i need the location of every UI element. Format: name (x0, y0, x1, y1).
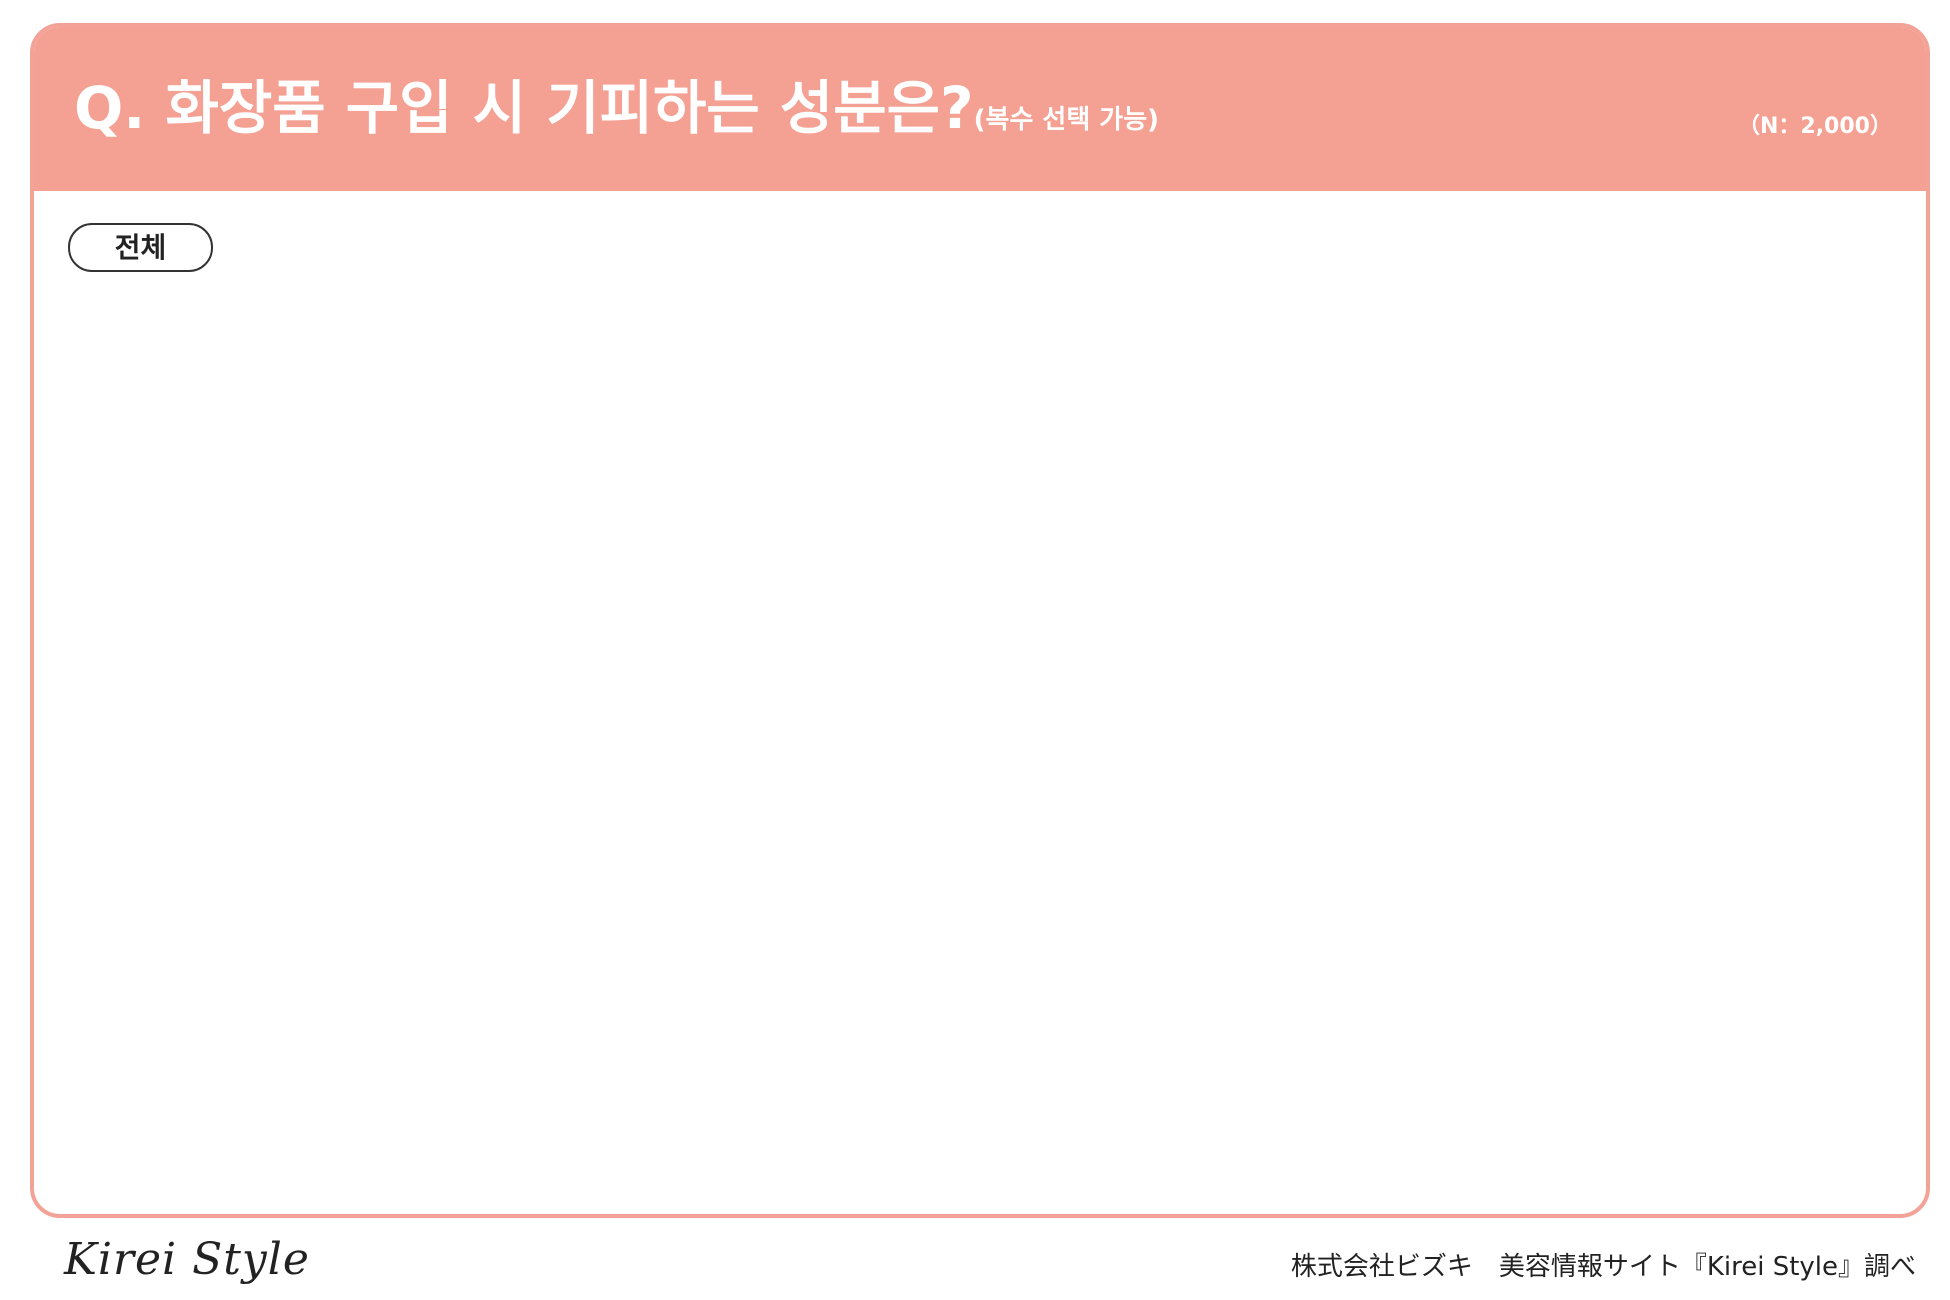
chart-title-main: Q. 화장품 구입 시 기피하는 성분은? (74, 74, 974, 142)
header-banner: Q. 화장품 구입 시 기피하는 성분은?(복수 선택 가능) （N：2,000… (34, 27, 1926, 191)
footer-credit: 株式会社ビズキ 美容情報サイト『Kirei Style』調べ (1290, 1252, 1916, 1282)
sample-size-label: （N：2,000） (1737, 114, 1892, 139)
chart-card: Q. 화장품 구입 시 기피하는 성분은?(복수 선택 가능) （N：2,000… (30, 23, 1930, 1218)
chart-title: Q. 화장품 구입 시 기피하는 성분은?(복수 선택 가능) (74, 79, 1159, 137)
chart-title-sub: (복수 선택 가능) (973, 105, 1160, 135)
filter-pill: 전체 (68, 223, 213, 272)
kirei-style-logo: Kirei Style (64, 1234, 310, 1285)
